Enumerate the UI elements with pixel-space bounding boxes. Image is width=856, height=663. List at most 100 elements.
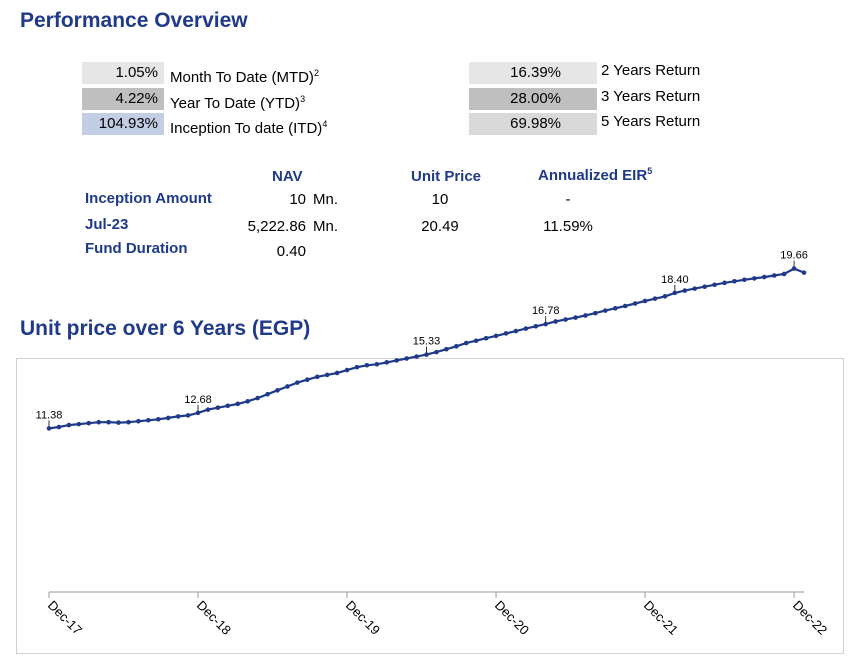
data-point [295,380,300,385]
data-point [742,277,747,283]
data-point [612,306,618,311]
data-point [374,361,380,367]
jul-23-eir: 11.59% [543,218,593,235]
data-point [235,401,241,407]
data-point [96,419,101,425]
data-point [761,274,767,280]
data-point [384,360,390,365]
inception-unit: Mn. [313,191,339,208]
data-point [334,370,340,376]
mtd-value: 1.05% [82,62,164,84]
data-point [712,282,717,288]
row-label-inception: Inception Amount [85,190,212,207]
two-year-value: 16.39% [469,62,597,84]
x-tick-label: Dec-22 [790,598,830,638]
data-point [414,354,419,359]
data-point [752,276,757,281]
eir-header: Annualized EIR5 [538,166,653,184]
data-label: 15.33 [413,336,441,348]
data-point [285,384,290,389]
data-point [722,280,727,286]
data-point [56,424,62,430]
data-point [493,333,499,339]
data-point [265,391,270,397]
chart-title: Unit price over 6 Years (EGP) [20,317,311,340]
data-point [523,326,529,331]
data-point [66,422,72,428]
ytd-label: Year To Date (YTD)3 [170,94,306,112]
data-point [116,420,121,425]
data-point [563,317,568,322]
three-year-label: 3 Years Return [601,88,701,105]
inception-nav: 10 [289,191,306,208]
inception-eir: - [565,191,571,208]
data-label: 12.68 [184,394,212,406]
data-point [155,416,161,422]
itd-label: Inception To date (ITD)4 [170,119,328,137]
data-point [185,413,191,418]
data-point [463,340,469,346]
data-point [314,374,320,380]
data-point [652,296,658,301]
data-point [344,367,350,373]
data-point [543,321,549,327]
three-year-value: 28.00% [469,88,597,110]
mtd-label: Month To Date (MTD)2 [170,68,319,86]
data-point [364,362,370,368]
data-point [692,286,698,291]
data-point [165,415,171,421]
data-point [175,414,181,419]
data-point [593,310,598,316]
itd-value: 104.93% [82,113,164,135]
data-point [126,419,131,425]
x-tick-label: Dec-20 [492,598,532,638]
data-point [622,303,628,309]
data-point [46,426,52,431]
data-label: 18.40 [661,274,689,286]
x-tick-label: Dec-18 [194,598,234,638]
five-year-value: 69.98% [469,113,597,135]
chart-frame [16,358,844,654]
data-point [434,349,439,355]
data-point [583,313,588,318]
data-point [632,301,638,306]
data-point [801,270,807,275]
data-point [781,271,787,277]
data-point [304,377,310,383]
data-point [404,356,409,361]
unit-price-header: Unit Price [411,168,482,185]
nav-header: NAV [272,168,303,185]
data-point [702,284,707,290]
data-point [573,315,578,320]
data-point [255,395,260,401]
data-point [603,308,608,313]
data-label: 16.78 [532,305,560,317]
data-point [533,323,539,329]
data-point [136,418,141,424]
data-point [444,346,449,352]
data-point [454,344,459,349]
data-label: 19.66 [780,250,808,262]
data-point [215,405,221,411]
data-point [146,417,151,423]
jul-23-unit: Mn. [313,218,339,235]
jul-23-unit-price: 20.49 [421,218,459,235]
row-label-jul-23: Jul-23 [85,216,129,233]
x-tick-label: Dec-17 [45,598,85,638]
data-point [771,273,777,278]
data-point [324,372,330,378]
data-point [354,364,360,370]
row-label-fund-duration: Fund Duration [85,240,188,257]
data-point [394,358,399,363]
x-tick-label: Dec-19 [343,598,383,638]
data-point [225,403,231,409]
data-point [86,420,92,426]
data-point [275,388,280,393]
x-tick-label: Dec-21 [641,598,681,638]
data-point [642,298,648,304]
data-point [791,266,797,271]
data-point [513,328,519,334]
data-point [672,290,678,296]
data-point [732,279,737,284]
data-point [424,352,429,357]
